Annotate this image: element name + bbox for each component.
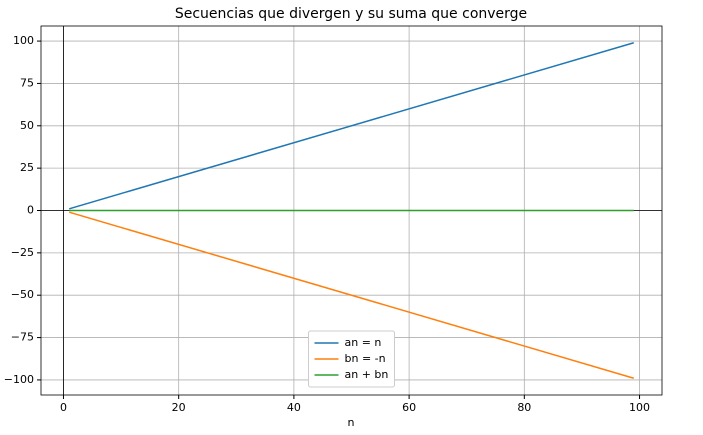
line-series [69, 42, 634, 210]
x-tick-label: 20 [172, 401, 186, 414]
chart-title: Secuencias que divergen y su suma que co… [175, 6, 527, 22]
legend-label: an = n [345, 336, 382, 349]
y-tick-label: 50 [20, 119, 34, 132]
y-tick-label: −75 [11, 331, 34, 344]
x-tick-label: 60 [402, 401, 416, 414]
y-tick-label: 0 [27, 204, 34, 217]
line-series [69, 211, 634, 379]
y-tick-label: 25 [20, 161, 34, 174]
y-tick-label: −25 [11, 246, 34, 259]
x-tick-label: 80 [517, 401, 531, 414]
legend-label: an + bn [345, 368, 389, 381]
x-axis-label: n [348, 416, 355, 429]
plot-frame [40, 25, 663, 396]
x-tick-label: 100 [629, 401, 650, 414]
y-tick-label: −50 [11, 288, 34, 301]
legend-label: bn = -n [345, 352, 386, 365]
x-tick-label: 40 [287, 401, 301, 414]
y-tick-label: −100 [4, 373, 34, 386]
x-tick-label: 0 [60, 401, 67, 414]
y-tick-label: 100 [13, 34, 34, 47]
legend-box [308, 330, 395, 388]
y-tick-label: 75 [20, 76, 34, 89]
